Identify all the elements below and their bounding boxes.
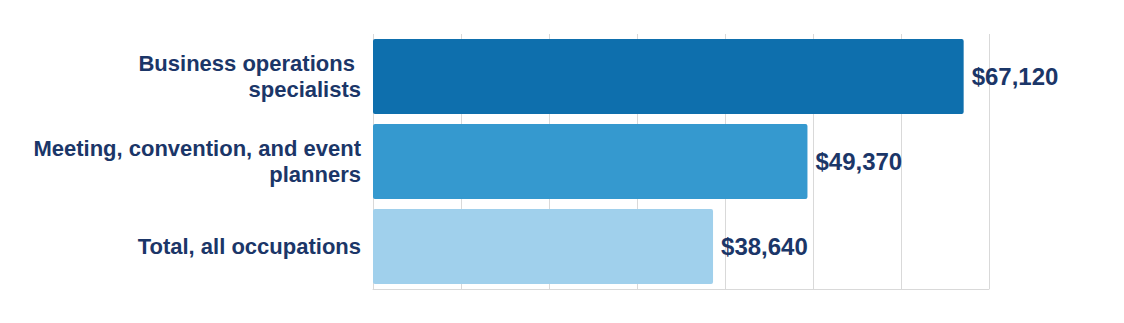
svg-text:$49,370: $49,370 <box>815 148 902 175</box>
svg-text:Meeting, convention, and event: Meeting, convention, and event <box>33 136 361 161</box>
svg-text:Total, all occupations: Total, all occupations <box>138 234 361 259</box>
svg-text:planners: planners <box>263 162 361 187</box>
svg-text:Business operations: Business operations <box>138 51 361 76</box>
svg-text:$67,120: $67,120 <box>972 63 1059 90</box>
svg-text:specialists: specialists <box>248 77 361 102</box>
svg-text:$38,640: $38,640 <box>721 233 808 260</box>
